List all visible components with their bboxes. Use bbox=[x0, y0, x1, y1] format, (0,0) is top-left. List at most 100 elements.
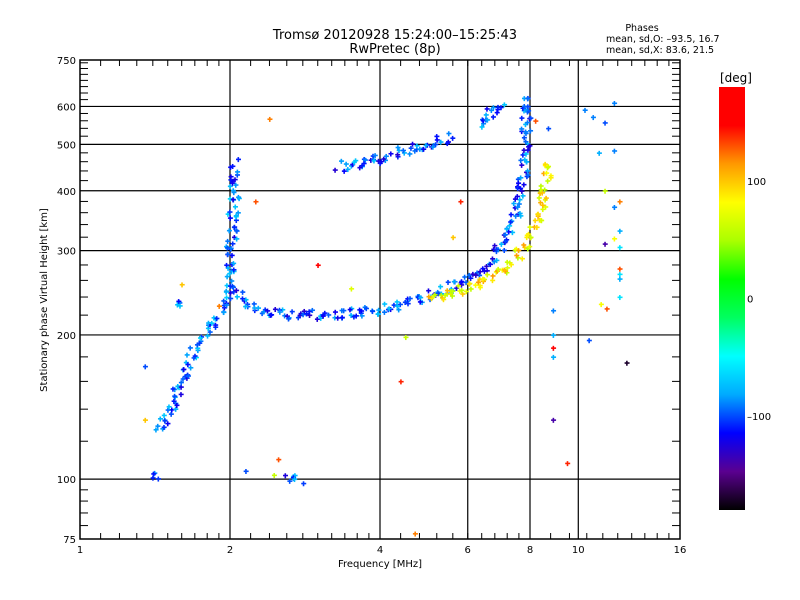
data-point bbox=[473, 272, 479, 278]
scatter-points bbox=[142, 95, 630, 537]
data-point bbox=[417, 146, 423, 152]
data-point bbox=[512, 196, 518, 202]
data-point bbox=[617, 228, 623, 234]
x-axis-label: Frequency [MHz] bbox=[338, 559, 422, 570]
data-point bbox=[514, 253, 520, 259]
data-point bbox=[484, 264, 490, 270]
data-point bbox=[310, 307, 316, 313]
data-point bbox=[205, 333, 211, 339]
data-point bbox=[229, 262, 235, 268]
data-point bbox=[492, 243, 498, 249]
data-point bbox=[512, 205, 518, 211]
data-point bbox=[519, 256, 525, 262]
data-point bbox=[256, 305, 262, 311]
data-point bbox=[242, 298, 248, 304]
data-point bbox=[271, 473, 277, 479]
data-point bbox=[484, 268, 490, 274]
data-point bbox=[372, 153, 378, 159]
data-point bbox=[533, 118, 539, 124]
data-point bbox=[515, 255, 521, 261]
data-point bbox=[236, 157, 242, 163]
data-point bbox=[221, 310, 227, 316]
data-point bbox=[516, 201, 522, 207]
data-point bbox=[178, 384, 184, 390]
data-point bbox=[477, 269, 483, 275]
data-point bbox=[538, 187, 544, 193]
data-point bbox=[464, 289, 470, 295]
data-point bbox=[427, 297, 433, 303]
data-point bbox=[490, 114, 496, 120]
data-point bbox=[523, 151, 529, 157]
data-point bbox=[480, 276, 486, 282]
data-point bbox=[225, 251, 231, 257]
data-point bbox=[416, 294, 422, 300]
data-point bbox=[586, 338, 592, 344]
stats-heading: Phases bbox=[625, 23, 658, 34]
data-point bbox=[440, 295, 446, 301]
data-point bbox=[545, 165, 551, 171]
x-tick-label: 6 bbox=[465, 545, 471, 556]
data-point bbox=[179, 282, 185, 288]
data-point bbox=[171, 398, 177, 404]
data-point bbox=[444, 291, 450, 297]
data-point bbox=[520, 152, 526, 158]
data-point bbox=[466, 272, 472, 278]
data-point bbox=[173, 401, 179, 407]
data-point bbox=[165, 421, 171, 427]
data-point bbox=[228, 177, 234, 183]
data-point bbox=[480, 266, 486, 272]
data-point bbox=[221, 303, 227, 309]
data-point bbox=[519, 115, 525, 121]
data-point bbox=[382, 158, 388, 164]
data-point bbox=[155, 423, 161, 429]
data-point bbox=[501, 267, 507, 273]
data-point bbox=[508, 262, 514, 268]
data-point bbox=[438, 293, 444, 299]
data-point bbox=[473, 282, 479, 288]
colorbar-label: [deg] bbox=[720, 71, 752, 85]
data-point bbox=[243, 297, 249, 303]
data-point bbox=[225, 211, 231, 217]
data-point bbox=[234, 294, 240, 300]
data-point bbox=[517, 197, 523, 203]
data-point bbox=[551, 308, 557, 314]
data-point bbox=[173, 406, 179, 412]
data-point bbox=[441, 297, 447, 303]
data-point bbox=[221, 298, 227, 304]
data-point bbox=[232, 177, 238, 183]
data-point bbox=[617, 199, 623, 205]
data-point bbox=[262, 307, 268, 313]
data-point bbox=[502, 232, 508, 238]
data-point bbox=[181, 367, 187, 373]
data-point bbox=[395, 152, 401, 158]
data-point bbox=[477, 283, 483, 289]
colorbar-tick-label: 0 bbox=[747, 295, 753, 306]
data-point bbox=[617, 272, 623, 278]
data-point bbox=[185, 373, 191, 379]
data-point bbox=[604, 306, 610, 312]
data-point bbox=[526, 108, 532, 114]
data-point bbox=[335, 315, 341, 321]
data-point bbox=[446, 131, 452, 137]
data-point bbox=[466, 281, 472, 287]
plot-frame bbox=[79, 59, 681, 540]
data-point bbox=[177, 303, 183, 309]
data-point bbox=[182, 374, 188, 380]
data-point bbox=[513, 213, 519, 219]
data-point bbox=[468, 275, 474, 281]
data-point bbox=[235, 210, 241, 216]
data-point bbox=[468, 286, 474, 292]
data-point bbox=[350, 162, 356, 168]
data-point bbox=[494, 247, 500, 253]
data-point bbox=[282, 313, 288, 319]
data-point bbox=[534, 225, 540, 231]
data-point bbox=[445, 279, 451, 285]
data-point bbox=[265, 308, 271, 314]
data-point bbox=[504, 259, 510, 265]
x-tick-label: 4 bbox=[377, 545, 383, 556]
data-point bbox=[506, 229, 512, 235]
data-point bbox=[253, 199, 259, 205]
data-point bbox=[233, 218, 239, 224]
data-point bbox=[287, 478, 293, 484]
data-point bbox=[339, 315, 345, 321]
